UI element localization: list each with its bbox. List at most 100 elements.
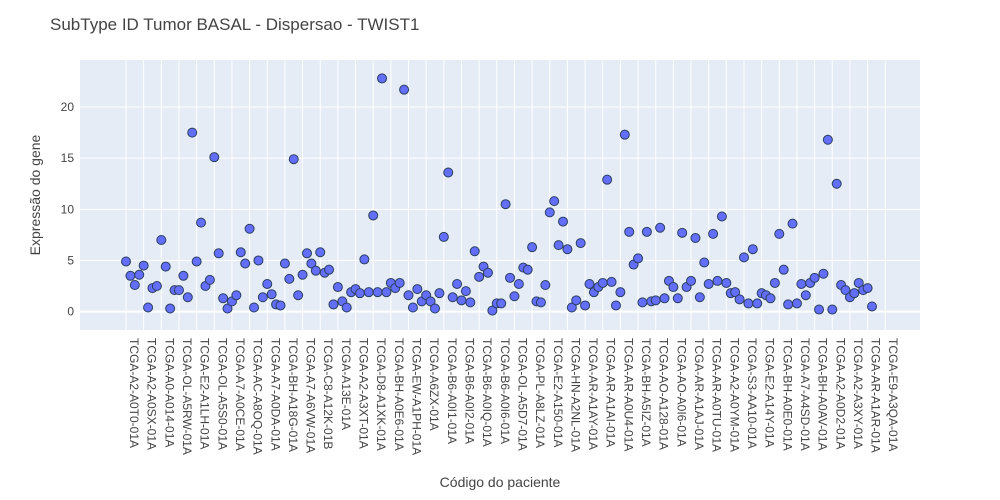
data-point xyxy=(597,277,608,288)
data-point xyxy=(284,273,295,284)
data-point xyxy=(738,252,749,263)
x-axis-title: Código do paciente xyxy=(440,474,561,490)
data-point xyxy=(341,302,352,313)
data-point xyxy=(191,256,202,267)
x-tick-label: TCGA-E2-A14Y-01A xyxy=(763,338,777,448)
data-point xyxy=(721,277,732,288)
data-point xyxy=(425,296,436,307)
data-point xyxy=(381,287,392,298)
data-point xyxy=(694,292,705,303)
data-point xyxy=(474,271,485,282)
data-point xyxy=(668,282,679,293)
x-tick-label: TCGA-OL-A5D7-01A xyxy=(515,338,529,451)
data-point xyxy=(438,231,449,242)
y-axis-title: Expressão do gene xyxy=(27,134,43,255)
plot-background xyxy=(80,60,920,330)
data-point xyxy=(774,228,785,239)
data-point xyxy=(222,303,233,314)
x-tick-label: TCGA-B6-A0I1-01A xyxy=(445,338,459,444)
x-tick-label: TCGA-A0-A014-01A xyxy=(162,338,176,447)
data-point xyxy=(297,269,308,280)
data-point xyxy=(791,298,802,309)
data-point xyxy=(306,258,317,269)
x-tick-label: TCGA-AR-A1AR-01A xyxy=(869,338,883,453)
data-point xyxy=(566,302,577,313)
data-point xyxy=(244,223,255,234)
x-tick-label: TCGA-OL-A5RW-01A xyxy=(180,338,194,455)
data-point xyxy=(505,272,516,283)
data-point xyxy=(310,265,321,276)
data-point xyxy=(527,242,538,253)
y-tick-label: 0 xyxy=(67,305,74,319)
x-tick-label: TCGA-AR-A1AI-01A xyxy=(604,338,618,447)
data-point xyxy=(403,290,414,301)
chart-title: SubType ID Tumor BASAL - Dispersao - TWI… xyxy=(50,15,419,34)
x-tick-label: TCGA-E2-A150-01A xyxy=(551,338,565,447)
data-point xyxy=(262,278,273,289)
data-point xyxy=(156,235,167,245)
data-point xyxy=(301,248,312,259)
x-tick-label: TCGA-A2-A0SX-01A xyxy=(145,338,159,450)
data-point xyxy=(279,258,290,269)
data-point xyxy=(129,280,140,290)
x-tick-label: TCGA-A7-A0DA-01A xyxy=(268,338,282,451)
data-point xyxy=(831,178,842,189)
data-point xyxy=(633,253,644,264)
data-point xyxy=(394,277,405,288)
data-point xyxy=(315,247,326,258)
x-tick-label: TCGA-BH-A0AV-01A xyxy=(816,338,830,450)
data-point xyxy=(641,226,652,237)
x-tick-label: TCGA-PL-A8LZ-01A xyxy=(533,338,547,448)
data-point xyxy=(178,270,189,281)
data-point xyxy=(332,282,343,293)
data-point xyxy=(196,217,207,228)
data-point xyxy=(730,287,741,298)
x-tick-label: TCGA-A2-A3XY-01A xyxy=(851,338,865,449)
data-point xyxy=(460,286,471,297)
plot-area: 0 5 10 15 20 TCGA-A2-A0T0-01A TCGA-A2-A0SX-01A… xyxy=(61,60,920,455)
x-tick-label: TCGA-A13E-01A xyxy=(339,338,353,430)
data-point xyxy=(765,293,776,304)
data-point xyxy=(293,290,304,301)
data-point xyxy=(734,294,745,305)
data-point xyxy=(257,292,268,303)
x-tick-label: TCGA-E9-A3QA-01A xyxy=(886,338,900,451)
data-point xyxy=(699,257,710,268)
data-point xyxy=(182,292,193,303)
data-point xyxy=(822,134,833,145)
data-point xyxy=(324,264,335,275)
data-point xyxy=(862,283,873,294)
data-point xyxy=(853,277,864,288)
x-tick-label: TCGA-A2-A0D2-01A xyxy=(833,338,847,449)
x-tick-label: TCGA-A6ZX-01A xyxy=(427,338,441,431)
x-tick-label: TCGA-B6-A0I2-01A xyxy=(462,338,476,444)
data-point xyxy=(787,218,798,229)
x-tick-label: TCGA-AR-A1AJ-01A xyxy=(692,338,706,450)
data-point xyxy=(580,300,591,311)
data-point xyxy=(602,174,613,185)
y-tick-label: 5 xyxy=(67,253,74,267)
data-point xyxy=(452,278,463,289)
data-point xyxy=(615,287,626,298)
x-tick-label: TCGA-A2-A3XT-01A xyxy=(357,338,371,449)
data-point xyxy=(275,300,286,311)
data-point xyxy=(624,226,635,237)
data-point xyxy=(672,293,683,304)
x-tick-label: TCGA-AO-A0I6-01A xyxy=(674,338,688,447)
y-tick-label: 15 xyxy=(61,151,75,165)
data-point xyxy=(606,276,617,287)
x-tick-label: TCGA-AC-A8OQ-01A xyxy=(251,338,265,455)
x-tick-label: TCGA-AR-A0U4-01A xyxy=(621,338,635,451)
data-point xyxy=(677,227,688,238)
data-point xyxy=(288,154,299,165)
data-point xyxy=(249,302,260,313)
data-point xyxy=(372,287,383,298)
x-tick-label: TCGA-A2-A0T0-01A xyxy=(127,338,141,448)
data-point xyxy=(160,261,171,272)
x-tick-label: TCGA-BH-A0E0-01A xyxy=(780,338,794,451)
data-point xyxy=(610,300,621,311)
data-point xyxy=(778,264,789,275)
data-point xyxy=(747,244,758,255)
x-tick-label: TCGA-BH-A5IZ-01A xyxy=(639,338,653,447)
data-point xyxy=(138,260,149,271)
